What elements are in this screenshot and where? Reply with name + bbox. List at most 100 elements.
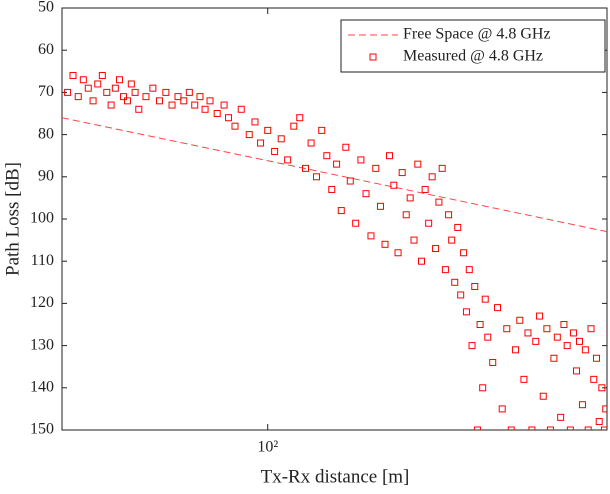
measured-point — [546, 426, 554, 430]
measured-point — [290, 122, 298, 130]
measured-point — [563, 342, 571, 350]
measured-point — [201, 105, 209, 113]
legend-box — [340, 19, 606, 73]
measured-point — [89, 97, 97, 105]
y-tick-label: 110 — [31, 252, 54, 269]
measured-point — [441, 266, 449, 274]
legend-label: Free Space @ 4.8 GHz — [403, 26, 551, 43]
measured-point — [581, 346, 589, 354]
measured-point — [578, 401, 586, 409]
measured-point — [569, 329, 577, 337]
measured-point — [352, 219, 360, 227]
measured-point — [421, 185, 429, 193]
y-tick-label: 120 — [30, 294, 54, 311]
measured-point — [168, 101, 176, 109]
measured-point — [543, 325, 551, 333]
y-tick-label: 50 — [38, 0, 54, 16]
measured-point — [162, 88, 170, 96]
measured-point — [575, 337, 583, 345]
measured-point — [142, 93, 150, 101]
measured-point — [494, 304, 502, 312]
measured-point — [115, 76, 123, 84]
measured-point — [346, 177, 354, 185]
measured-point — [342, 143, 350, 151]
measured-point — [593, 354, 601, 362]
measured-point — [590, 375, 598, 383]
y-tick-label: 80 — [38, 125, 54, 142]
measured-point — [79, 76, 87, 84]
measured-point — [406, 194, 414, 202]
measured-point — [557, 413, 565, 421]
y-tick-label: 90 — [38, 167, 54, 184]
measured-point — [185, 88, 193, 96]
measured-point — [323, 152, 331, 160]
legend-marker — [369, 53, 377, 61]
measured-point — [196, 93, 204, 101]
measured-point — [367, 232, 375, 240]
measured-point — [468, 342, 476, 350]
measured-point — [560, 321, 568, 328]
measured-point — [213, 110, 221, 117]
measured-point — [479, 384, 487, 392]
measured-point — [600, 426, 607, 430]
measured-point — [438, 164, 446, 172]
measured-point — [507, 426, 515, 430]
measured-point — [524, 329, 532, 337]
measured-point — [251, 118, 259, 126]
measured-point — [454, 223, 462, 231]
measured-point — [539, 392, 547, 400]
measured-point — [572, 367, 580, 375]
measured-point — [231, 122, 239, 130]
measured-point — [264, 126, 272, 134]
measured-point — [333, 160, 341, 168]
measured-point — [84, 84, 92, 92]
measured-point — [410, 236, 418, 244]
measured-point — [362, 190, 370, 198]
measured-point — [432, 245, 440, 253]
y-tick-label: 60 — [38, 41, 54, 58]
measured-point — [271, 147, 279, 155]
measured-point — [225, 114, 233, 122]
measured-point — [123, 97, 131, 105]
measured-point — [584, 426, 592, 430]
measured-point — [180, 97, 188, 105]
measured-point — [381, 240, 389, 248]
measured-point — [328, 185, 336, 193]
y-tick-label: 150 — [30, 421, 54, 438]
measured-point — [402, 211, 410, 219]
free-space-line — [62, 117, 607, 233]
measured-point — [476, 321, 484, 328]
measured-point — [111, 84, 119, 92]
measured-point — [550, 354, 558, 362]
measured-point — [414, 160, 422, 168]
measured-point — [127, 80, 135, 88]
measured-point — [174, 93, 182, 101]
measured-point — [471, 283, 479, 291]
measured-point — [428, 173, 436, 181]
measured-point — [74, 93, 82, 101]
measured-point — [307, 139, 315, 147]
measured-point — [206, 97, 214, 105]
measured-point — [473, 426, 481, 430]
measured-point — [103, 88, 111, 96]
measured-point — [98, 72, 106, 80]
measured-point — [460, 249, 468, 257]
measured-point — [598, 384, 606, 392]
measured-point — [418, 257, 426, 265]
measured-point — [390, 181, 398, 189]
measured-point — [107, 101, 115, 109]
measured-point — [445, 211, 453, 219]
measured-point — [394, 249, 402, 257]
legend-label: Measured @ 4.8 GHz — [403, 48, 543, 65]
measured-point — [284, 156, 292, 164]
measured-point — [302, 164, 310, 172]
measured-point — [448, 236, 456, 244]
x-tick-label: 10² — [257, 439, 278, 456]
y-axis-title: Path Loss [dB] — [2, 162, 23, 276]
measured-point — [245, 131, 253, 139]
measured-point — [120, 93, 128, 101]
measured-point — [398, 169, 406, 177]
measured-point — [94, 80, 102, 88]
measured-point — [465, 266, 473, 274]
